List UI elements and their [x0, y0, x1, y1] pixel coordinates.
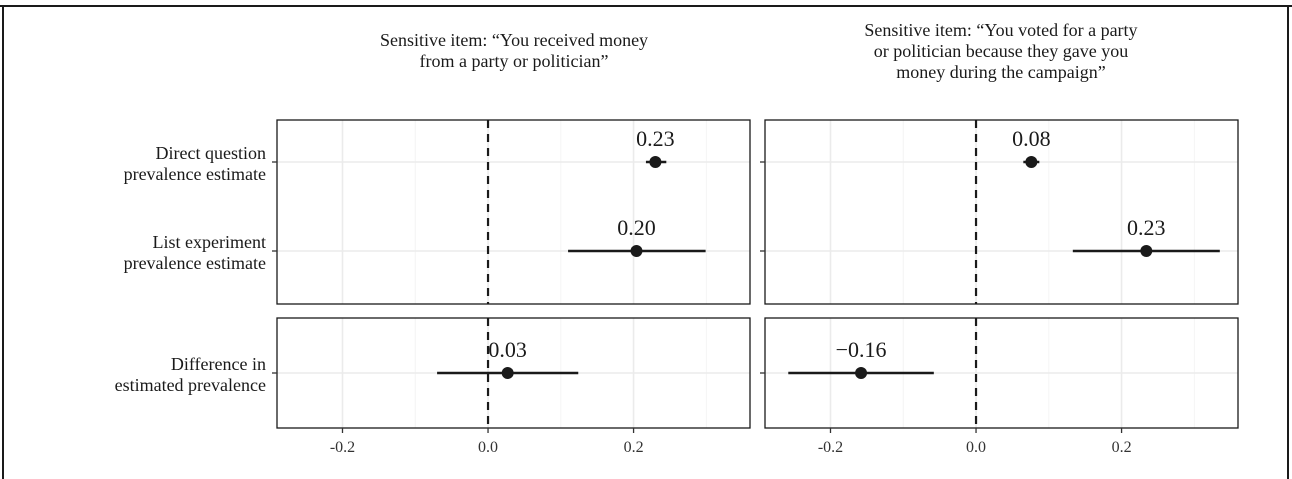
point-estimate	[649, 156, 662, 168]
estimate-label: 0.03	[488, 337, 527, 362]
row-label: Difference in estimated prevalence	[115, 354, 266, 395]
estimate-label: 0.08	[1012, 126, 1051, 151]
axis-layer	[272, 161, 1123, 433]
facet-title-line: Sensitive item: “You voted for a party	[864, 20, 1137, 40]
reference-line-layer	[486, 120, 978, 428]
panel-border	[764, 119, 1239, 305]
row-label-line: Difference in	[171, 354, 266, 374]
point-estimate	[1140, 245, 1153, 257]
marks-layer	[437, 156, 1220, 379]
x-tick-label: -0.2	[330, 439, 355, 456]
panel-border	[276, 119, 751, 305]
estimate-label: 0.20	[617, 215, 656, 240]
facet-title-line: money during the campaign”	[896, 62, 1105, 82]
panel-border-layer	[276, 119, 1239, 429]
x-tick-label: 0.0	[966, 439, 986, 456]
row-label-line: Direct question	[156, 143, 266, 163]
grid-layer	[277, 120, 1238, 428]
facet-title-line: from a party or politician”	[420, 51, 609, 71]
point-estimate	[1025, 156, 1038, 168]
x-tick-label: -0.2	[818, 439, 843, 456]
facet-title-line: or politician because they gave you	[874, 41, 1128, 61]
row-label-line: List experiment	[153, 232, 266, 252]
x-tick-label: 0.2	[1112, 439, 1132, 456]
estimate-label: 0.23	[636, 126, 675, 151]
point-estimate	[630, 245, 643, 257]
estimate-label: −0.16	[836, 337, 887, 362]
estimate-label: 0.23	[1127, 215, 1166, 240]
row-label: List experiment prevalence estimate	[124, 232, 266, 273]
row-label-line: prevalence estimate	[124, 164, 266, 184]
x-tick-label: 0.2	[624, 439, 644, 456]
facet-title-line: Sensitive item: “You received money	[380, 30, 648, 50]
point-estimate	[501, 367, 514, 379]
label-layer: -0.2 0.0 0.2 -0.2 0.0 0.2 Sensitive item: “You…	[115, 20, 1166, 456]
facet-title: Sensitive item: “You voted for a party or…	[864, 20, 1137, 82]
row-label-line: estimated prevalence	[115, 375, 266, 395]
facet-title: Sensitive item: “You received money from …	[380, 30, 648, 71]
row-label: Direct question prevalence estimate	[124, 143, 266, 184]
row-label-line: prevalence estimate	[124, 253, 266, 273]
point-estimate	[855, 367, 868, 379]
x-tick-label: 0.0	[478, 439, 498, 456]
